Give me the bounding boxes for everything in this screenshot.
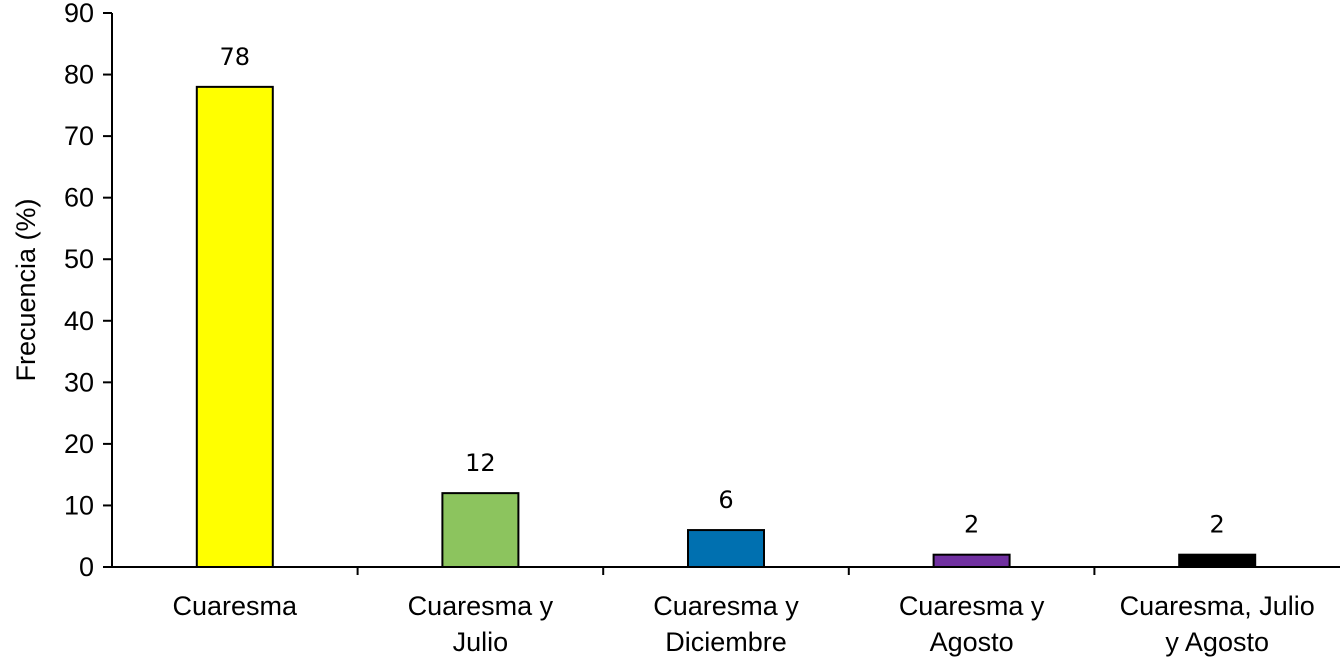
bar (687, 529, 765, 568)
bar (1178, 553, 1257, 569)
x-category-label: Cuaresma y (899, 591, 1045, 621)
y-tick-label: 10 (64, 490, 94, 520)
x-category-label: Cuaresma, Julio (1120, 591, 1315, 621)
y-tick-label: 70 (64, 121, 94, 151)
bar-value-label: 78 (220, 43, 251, 71)
x-category-label: y Agosto (1165, 627, 1269, 657)
bars (195, 85, 1257, 569)
y-tick-label: 20 (64, 429, 94, 459)
x-category-label: Cuaresma y (408, 591, 554, 621)
category-labels: Cuaresma Cuaresma y Julio Cuaresma y Diciemb… (173, 591, 1315, 657)
y-tick-label: 50 (64, 244, 94, 274)
y-tick-label: 90 (64, 0, 94, 28)
y-tick-label: 0 (79, 552, 94, 582)
bar-value-label: 12 (465, 449, 496, 477)
y-tick-label: 60 (64, 183, 94, 213)
y-axis-title: Frecuencia (%) (11, 198, 41, 381)
bar (195, 85, 274, 568)
bar (932, 553, 1011, 569)
x-axis (112, 566, 1340, 575)
bar-value-label: 6 (718, 486, 733, 514)
y-tick-label: 80 (64, 60, 94, 90)
x-category-label: Julio (453, 627, 509, 657)
bar-value-label: 2 (964, 511, 979, 539)
y-tick-label: 40 (64, 306, 94, 336)
bar-value-label: 2 (1210, 511, 1225, 539)
data-labels: 78 12 6 2 2 (220, 43, 1225, 539)
x-category-label: Agosto (930, 627, 1014, 657)
x-category-label: Cuaresma y (653, 591, 799, 621)
bar (441, 492, 520, 568)
x-category-label: Cuaresma (173, 591, 299, 621)
y-tick-label: 30 (64, 367, 94, 397)
y-axis: 0 10 20 30 40 50 60 70 80 90 (64, 0, 113, 582)
x-category-label: Diciembre (665, 627, 787, 657)
